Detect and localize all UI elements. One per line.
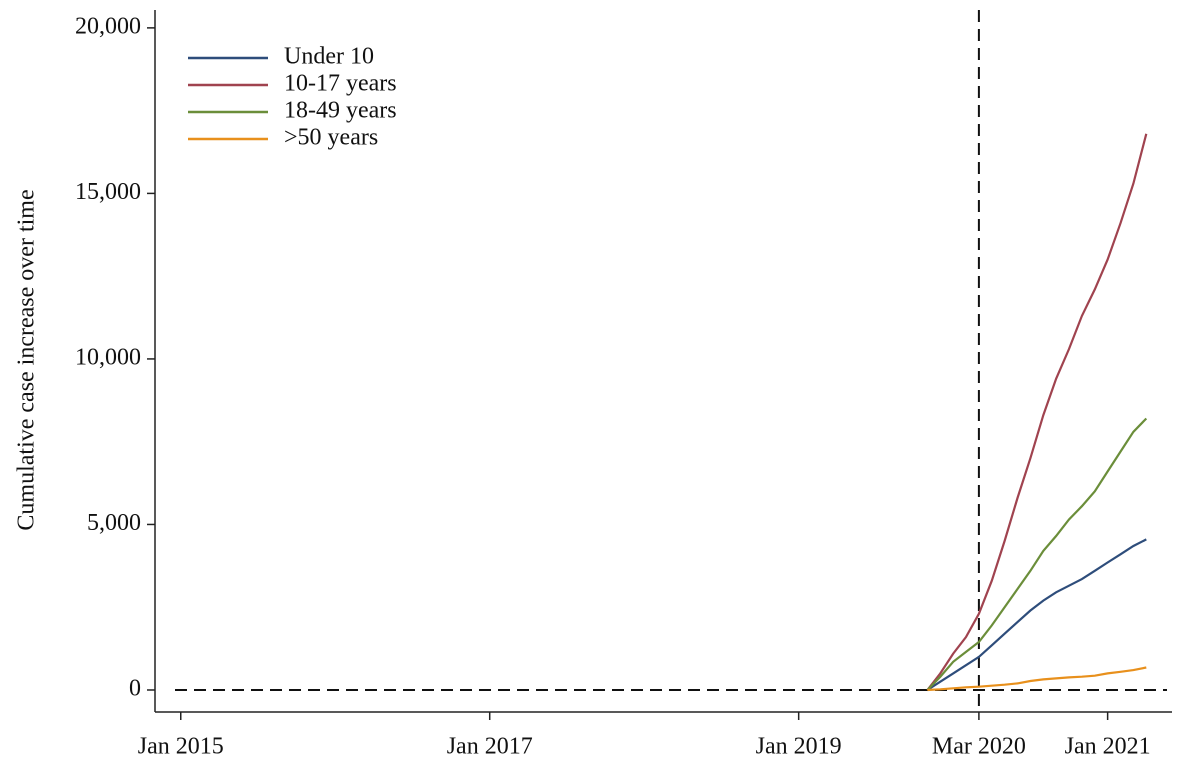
legend-label: >50 years: [284, 125, 378, 151]
y-axis-label: Cumulative case increase over time: [14, 189, 40, 530]
x-tick-label: Jan 2017: [447, 734, 533, 760]
legend-label: 10-17 years: [284, 71, 397, 97]
x-tick-label: Jan 2019: [756, 734, 842, 760]
legend-label: Under 10: [284, 44, 374, 70]
x-tick-label: Mar 2020: [932, 734, 1026, 760]
x-tick-label: Jan 2015: [138, 734, 224, 760]
series-line: [927, 666, 1147, 692]
series-line: [926, 133, 1148, 691]
legend-label: 18-49 years: [284, 98, 397, 124]
y-tick-label: 15,000: [75, 179, 141, 205]
x-tick-label: Jan 2021: [1065, 734, 1151, 760]
series-line: [926, 538, 1147, 691]
y-tick-label: 20,000: [75, 13, 141, 39]
series-line: [926, 417, 1148, 691]
y-tick-label: 10,000: [75, 344, 141, 370]
y-tick-label: 5,000: [87, 510, 141, 536]
y-tick-label: 0: [129, 675, 141, 701]
